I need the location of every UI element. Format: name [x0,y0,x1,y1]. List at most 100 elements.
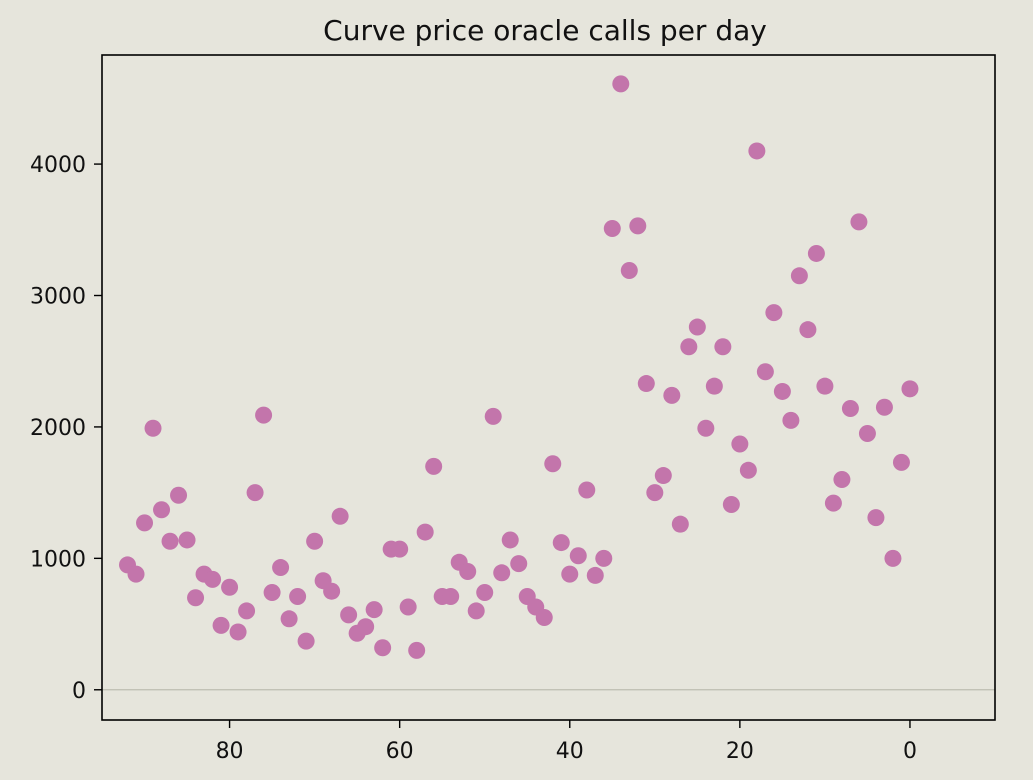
scatter-point [493,564,511,582]
scatter-point [212,616,230,634]
y-axis: 0 1000 2000 3000 4000 [30,153,102,704]
scatter-point [399,598,417,616]
scatter-point [127,565,145,583]
scatter-point [833,470,851,488]
y-tick-label: 2000 [30,416,86,441]
scatter-point [867,509,885,527]
scatter-point [782,411,800,429]
y-tick-label: 0 [72,679,86,704]
scatter-point [467,602,485,620]
x-tick-label: 20 [726,739,754,764]
scatter-point [714,338,732,356]
scatter-point [578,481,596,499]
x-tick-label: 0 [903,739,917,764]
scatter-point [144,419,162,437]
scatter-point [646,484,664,502]
scatter-point [705,377,723,395]
scatter-point [187,589,205,607]
scatter-point [790,267,808,285]
scatter-point [901,380,919,398]
scatter-point [697,419,715,437]
scatter-point [238,602,256,620]
scatter-point [297,632,315,650]
scatter-point [799,321,817,339]
scatter-points [119,75,919,659]
scatter-point [731,435,749,453]
scatter-point [824,494,842,512]
scatter-point [136,514,154,532]
scatter-point [365,601,383,619]
scatter-point [374,639,392,657]
y-tick-label: 4000 [30,153,86,178]
scatter-point [416,523,434,541]
scatter-point [501,531,519,549]
scatter-point [663,386,681,404]
x-tick-label: 40 [556,739,584,764]
y-tick-label: 3000 [30,285,86,310]
chart-title: Curve price oracle calls per day [323,14,767,47]
scatter-point [221,578,239,596]
scatter-point [629,217,647,235]
scatter-point [680,338,698,356]
plot-frame [101,54,996,721]
scatter-point [816,377,834,395]
scatter-point [340,606,358,624]
scatter-point [858,424,876,442]
scatter-point [535,608,553,626]
scatter-point [875,398,893,416]
scatter-point [178,531,196,549]
scatter-point [442,587,460,605]
scatter-point [807,244,825,262]
scatter-point [850,213,868,231]
scatter-point [569,547,587,565]
scatter-point [552,534,570,552]
scatter-point [391,540,409,558]
scatter-point [544,455,562,473]
scatter-point [289,587,307,605]
scatter-point [586,566,604,584]
y-tick-label: 1000 [30,547,86,572]
scatter-point [306,532,324,550]
scatter-point [170,486,188,504]
scatter-point [255,406,273,424]
x-tick-label: 80 [216,739,244,764]
scatter-point [765,304,783,322]
x-axis: 80 60 40 20 0 [216,720,917,764]
scatter-point [722,495,740,513]
scatter-point [892,453,910,471]
x-tick-label: 60 [386,739,414,764]
scatter-point [484,407,502,425]
scatter-point [153,501,171,519]
scatter-point [204,570,222,588]
scatter-point [229,623,247,641]
scatter-point [331,507,349,525]
scatter-point [280,610,298,628]
scatter-point [841,400,859,418]
scatter-point [603,219,621,237]
scatter-point [476,584,494,602]
scatter-point [612,75,630,93]
scatter-point [408,641,426,659]
scatter-point [620,262,638,280]
scatter-point [161,532,179,550]
scatter-point [884,549,902,567]
scatter-point [756,363,774,381]
scatter-point [357,618,375,636]
scatter-point [323,582,341,600]
scatter-point [595,549,613,567]
scatter-point [671,515,689,533]
scatter-point [688,318,706,336]
scatter-point [773,382,791,400]
scatter-point [510,555,528,573]
scatter-point [748,142,766,160]
scatter-point [459,562,477,580]
scatter-point [272,559,290,577]
scatter-point [637,375,655,393]
scatter-point [263,584,281,602]
scatter-point [654,467,672,485]
scatter-point [425,457,443,475]
scatter-point [739,461,757,479]
scatter-point [561,565,579,583]
